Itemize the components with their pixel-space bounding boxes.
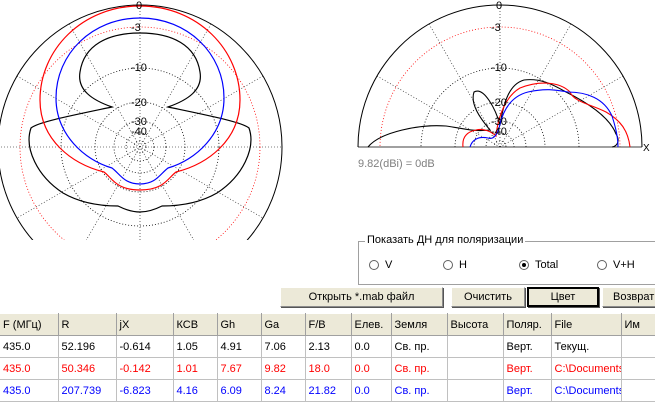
- table-cell: 7.06: [261, 335, 306, 358]
- radio-circle-icon[interactable]: [597, 260, 607, 270]
- radio-selected-icon[interactable]: [519, 260, 529, 270]
- table-cell: C:\Documents: [551, 357, 622, 380]
- table-cell: 2.13: [305, 335, 352, 358]
- column-header[interactable]: Gh: [217, 313, 262, 336]
- elevation-plot: 0 -3 -10 -20 -30 -40 X: [357, 0, 650, 154]
- table-cell: Верт.: [503, 357, 552, 380]
- table-cell: Верт.: [503, 335, 552, 358]
- color-button[interactable]: Цвет: [527, 287, 599, 307]
- radio-circle-icon[interactable]: [369, 260, 379, 270]
- results-table: F (МГц) R jX КСВ Gh Ga F/B Елев. Земля В…: [0, 313, 655, 402]
- table-cell: 0.0: [351, 379, 392, 402]
- polarization-group: Показать ДН для поляризации V H Total V+…: [358, 234, 655, 285]
- table-cell: [447, 357, 504, 380]
- table-cell: Текущ.: [551, 335, 622, 358]
- azimuth-curve-red: [39, 5, 241, 191]
- column-header[interactable]: Им: [621, 313, 655, 336]
- pattern-plots: 0 -3 -10 -20 -30 -40 0: [0, 0, 650, 240]
- table-cell: 435.0: [0, 335, 59, 358]
- radio-label: V+H: [613, 259, 635, 271]
- clear-button[interactable]: Очистить: [451, 287, 525, 307]
- elevation-db-label: -10: [491, 62, 507, 74]
- table-row[interactable]: 435.0 207.739 -6.823 4.16 6.09 8.24 21.8…: [0, 379, 655, 402]
- column-header[interactable]: jX: [116, 313, 174, 336]
- table-cell: C:\Documents: [551, 379, 622, 402]
- radio-label: H: [459, 259, 467, 271]
- elevation-db-label: -40: [491, 126, 507, 138]
- column-header[interactable]: Поляр.: [503, 313, 552, 336]
- table-cell: [621, 357, 655, 380]
- table-cell: 0.0: [351, 335, 392, 358]
- azimuth-plot: 0 -3 -10 -20 -30 -40: [0, 0, 283, 240]
- polarization-title: Показать ДН для поляризации: [365, 234, 526, 246]
- table-cell: 50.346: [58, 357, 117, 380]
- axis-x-label: X: [643, 143, 650, 154]
- table-cell: 21.82: [305, 379, 352, 402]
- radio-v-plus-h[interactable]: V+H: [597, 259, 635, 271]
- radio-circle-icon[interactable]: [443, 260, 453, 270]
- azimuth-curve-black: [28, 32, 252, 213]
- table-cell: 4.91: [217, 335, 262, 358]
- table-cell: 0.0: [351, 357, 392, 380]
- column-header[interactable]: F/B: [305, 313, 352, 336]
- table-cell: 435.0: [0, 379, 59, 402]
- elevation-curve-blue: [469, 89, 619, 148]
- table-cell: 7.67: [217, 357, 262, 380]
- column-header[interactable]: Высота: [447, 313, 504, 336]
- elevation-curve-red: [462, 82, 631, 148]
- azimuth-db-label: -10: [131, 62, 147, 74]
- azimuth-db-label: -20: [131, 97, 147, 109]
- table-cell: [621, 335, 655, 358]
- table-cell: [447, 335, 504, 358]
- radio-total[interactable]: Total: [519, 259, 558, 271]
- gain-caption: 9.82(dBi) = 0dB: [358, 158, 435, 170]
- table-cell: 6.09: [217, 379, 262, 402]
- table-cell: 9.82: [261, 357, 306, 380]
- column-header[interactable]: File: [551, 313, 622, 336]
- table-cell: 207.739: [58, 379, 117, 402]
- table-header-row: F (МГц) R jX КСВ Gh Ga F/B Елев. Земля В…: [0, 313, 655, 336]
- azimuth-db-label: 0: [136, 0, 142, 12]
- elevation-db-label: -30: [491, 116, 507, 128]
- table-cell: 1.01: [173, 357, 218, 380]
- radio-label: Total: [535, 259, 559, 271]
- table-cell: 435.0: [0, 357, 59, 380]
- table-cell: Св. пр.: [391, 379, 448, 402]
- azimuth-db-label: -3: [131, 22, 141, 34]
- table-cell: 1.05: [173, 335, 218, 358]
- table-cell: 52.196: [58, 335, 117, 358]
- elevation-db-label: -20: [491, 97, 507, 109]
- azimuth-curve-blue: [55, 17, 225, 185]
- back-button[interactable]: Возврат: [602, 287, 655, 307]
- radio-h[interactable]: H: [443, 259, 467, 271]
- column-header[interactable]: F (МГц): [0, 313, 59, 336]
- column-header[interactable]: КСВ: [173, 313, 218, 336]
- column-header[interactable]: Елев.: [351, 313, 392, 336]
- table-cell: [621, 379, 655, 402]
- table-cell: 4.16: [173, 379, 218, 402]
- table-cell: 18.0: [305, 357, 352, 380]
- table-cell: -6.823: [116, 379, 174, 402]
- table-cell: 8.24: [261, 379, 306, 402]
- table-cell: Верт.: [503, 379, 552, 402]
- table-cell: -0.142: [116, 357, 174, 380]
- column-header[interactable]: R: [58, 313, 117, 336]
- table-row[interactable]: 435.0 52.196 -0.614 1.05 4.91 7.06 2.13 …: [0, 335, 655, 358]
- radio-label: V: [385, 259, 393, 271]
- column-header[interactable]: Земля: [391, 313, 448, 336]
- open-mab-button[interactable]: Открыть *.mab файл: [280, 287, 443, 307]
- table-cell: [447, 379, 504, 402]
- elevation-db-label: -3: [491, 22, 501, 34]
- elevation-db-label: 0: [496, 0, 502, 12]
- table-cell: Св. пр.: [391, 335, 448, 358]
- azimuth-db-label: -40: [131, 126, 147, 138]
- radio-v[interactable]: V: [369, 259, 392, 271]
- column-header[interactable]: Ga: [261, 313, 306, 336]
- table-row[interactable]: 435.0 50.346 -0.142 1.01 7.67 9.82 18.0 …: [0, 357, 655, 380]
- table-cell: Св. пр.: [391, 357, 448, 380]
- azimuth-db-label: -30: [131, 116, 147, 128]
- table-cell: -0.614: [116, 335, 174, 358]
